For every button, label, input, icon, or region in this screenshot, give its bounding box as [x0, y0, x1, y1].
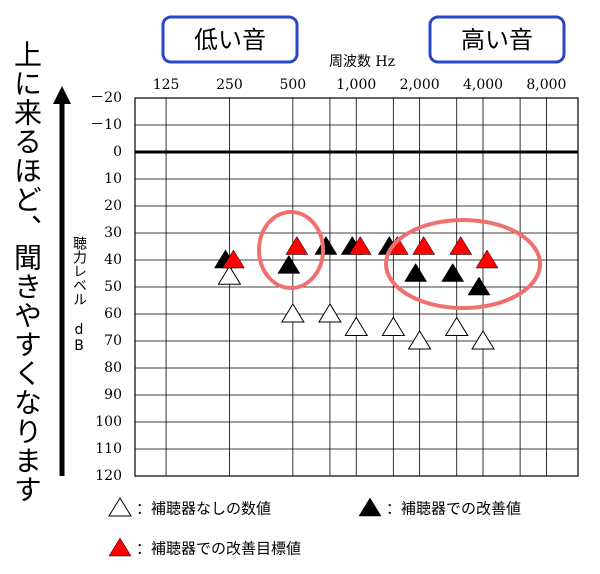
triangle-marker [441, 263, 465, 282]
annotation-box [428, 15, 566, 64]
arrow-head [53, 86, 71, 104]
y-tick-label: 20 [104, 198, 122, 214]
triangle-marker [471, 330, 495, 350]
x-tick-label: 1,000 [336, 77, 376, 93]
triangle-marker [412, 236, 436, 255]
x-tick-label: 250 [216, 77, 243, 93]
annotation: 高い音 [461, 26, 533, 54]
y-tick-label: 70 [104, 333, 122, 349]
triangle-marker [318, 303, 342, 323]
y-tick-label: 40 [104, 252, 122, 268]
y-tick-label: －20 [90, 90, 122, 106]
triangle-marker [280, 303, 305, 323]
triangle-marker [285, 236, 309, 255]
y-tick-label: 50 [104, 279, 122, 295]
x-axis-label: 周波数 Hz [329, 54, 395, 70]
triangle-marker [404, 263, 428, 282]
highlight [257, 210, 325, 290]
y-tick-label: 10 [104, 171, 122, 187]
triangle-marker [444, 316, 469, 336]
triangle-marker [344, 316, 369, 336]
y-tick-label: 110 [95, 441, 122, 457]
x-tick-label: 4,000 [463, 77, 503, 93]
triangle-marker [222, 249, 245, 269]
side-note: 上に来るほど、聞きやすくなります [10, 40, 43, 504]
y-tick-label: 100 [95, 414, 122, 430]
triangle-marker [407, 330, 432, 350]
triangle-marker [449, 236, 473, 255]
legend-marker [108, 537, 132, 557]
y-tick-label: 30 [104, 225, 122, 241]
triangle-marker [314, 236, 338, 255]
triangle-marker [381, 316, 406, 336]
y-tick-label: 0 [113, 144, 122, 160]
x-tick-label: 2,000 [400, 77, 440, 93]
annotation: 低い音 [194, 26, 266, 54]
y-tick-label: 80 [104, 360, 122, 376]
triangle-marker [277, 254, 301, 274]
legend-marker [358, 497, 382, 517]
annotation-box [161, 15, 299, 64]
triangle-marker [467, 276, 491, 296]
x-tick-label: 8,000 [526, 77, 566, 93]
x-tick-label: 125 [153, 77, 180, 93]
y-tick-label: －10 [90, 117, 122, 133]
highlight [384, 218, 542, 310]
y-tick-label: 60 [104, 306, 122, 322]
x-tick-label: 500 [279, 77, 306, 93]
y-axis-label: 聴力レベル dB [71, 236, 87, 354]
y-tick-label: 90 [104, 387, 122, 403]
legend-label: ：補聴器での改善値 [386, 500, 521, 518]
legend-label: ：補聴器での改善目標値 [136, 540, 301, 558]
triangle-marker [475, 249, 499, 269]
triangle-marker [348, 236, 372, 255]
legend: ：補聴器なしの数値 ：補聴器での改善値 ：補聴器での改善目標値 [108, 497, 521, 558]
y-tick-label: 120 [95, 468, 122, 484]
legend-marker [108, 497, 132, 517]
plot: －20 －10 0 10 20 30 40 50 60 70 80 90 100 110 120 125 250… [90, 77, 579, 484]
triangle-marker [217, 265, 242, 285]
legend-label: ：補聴器なしの数値 [136, 500, 271, 518]
